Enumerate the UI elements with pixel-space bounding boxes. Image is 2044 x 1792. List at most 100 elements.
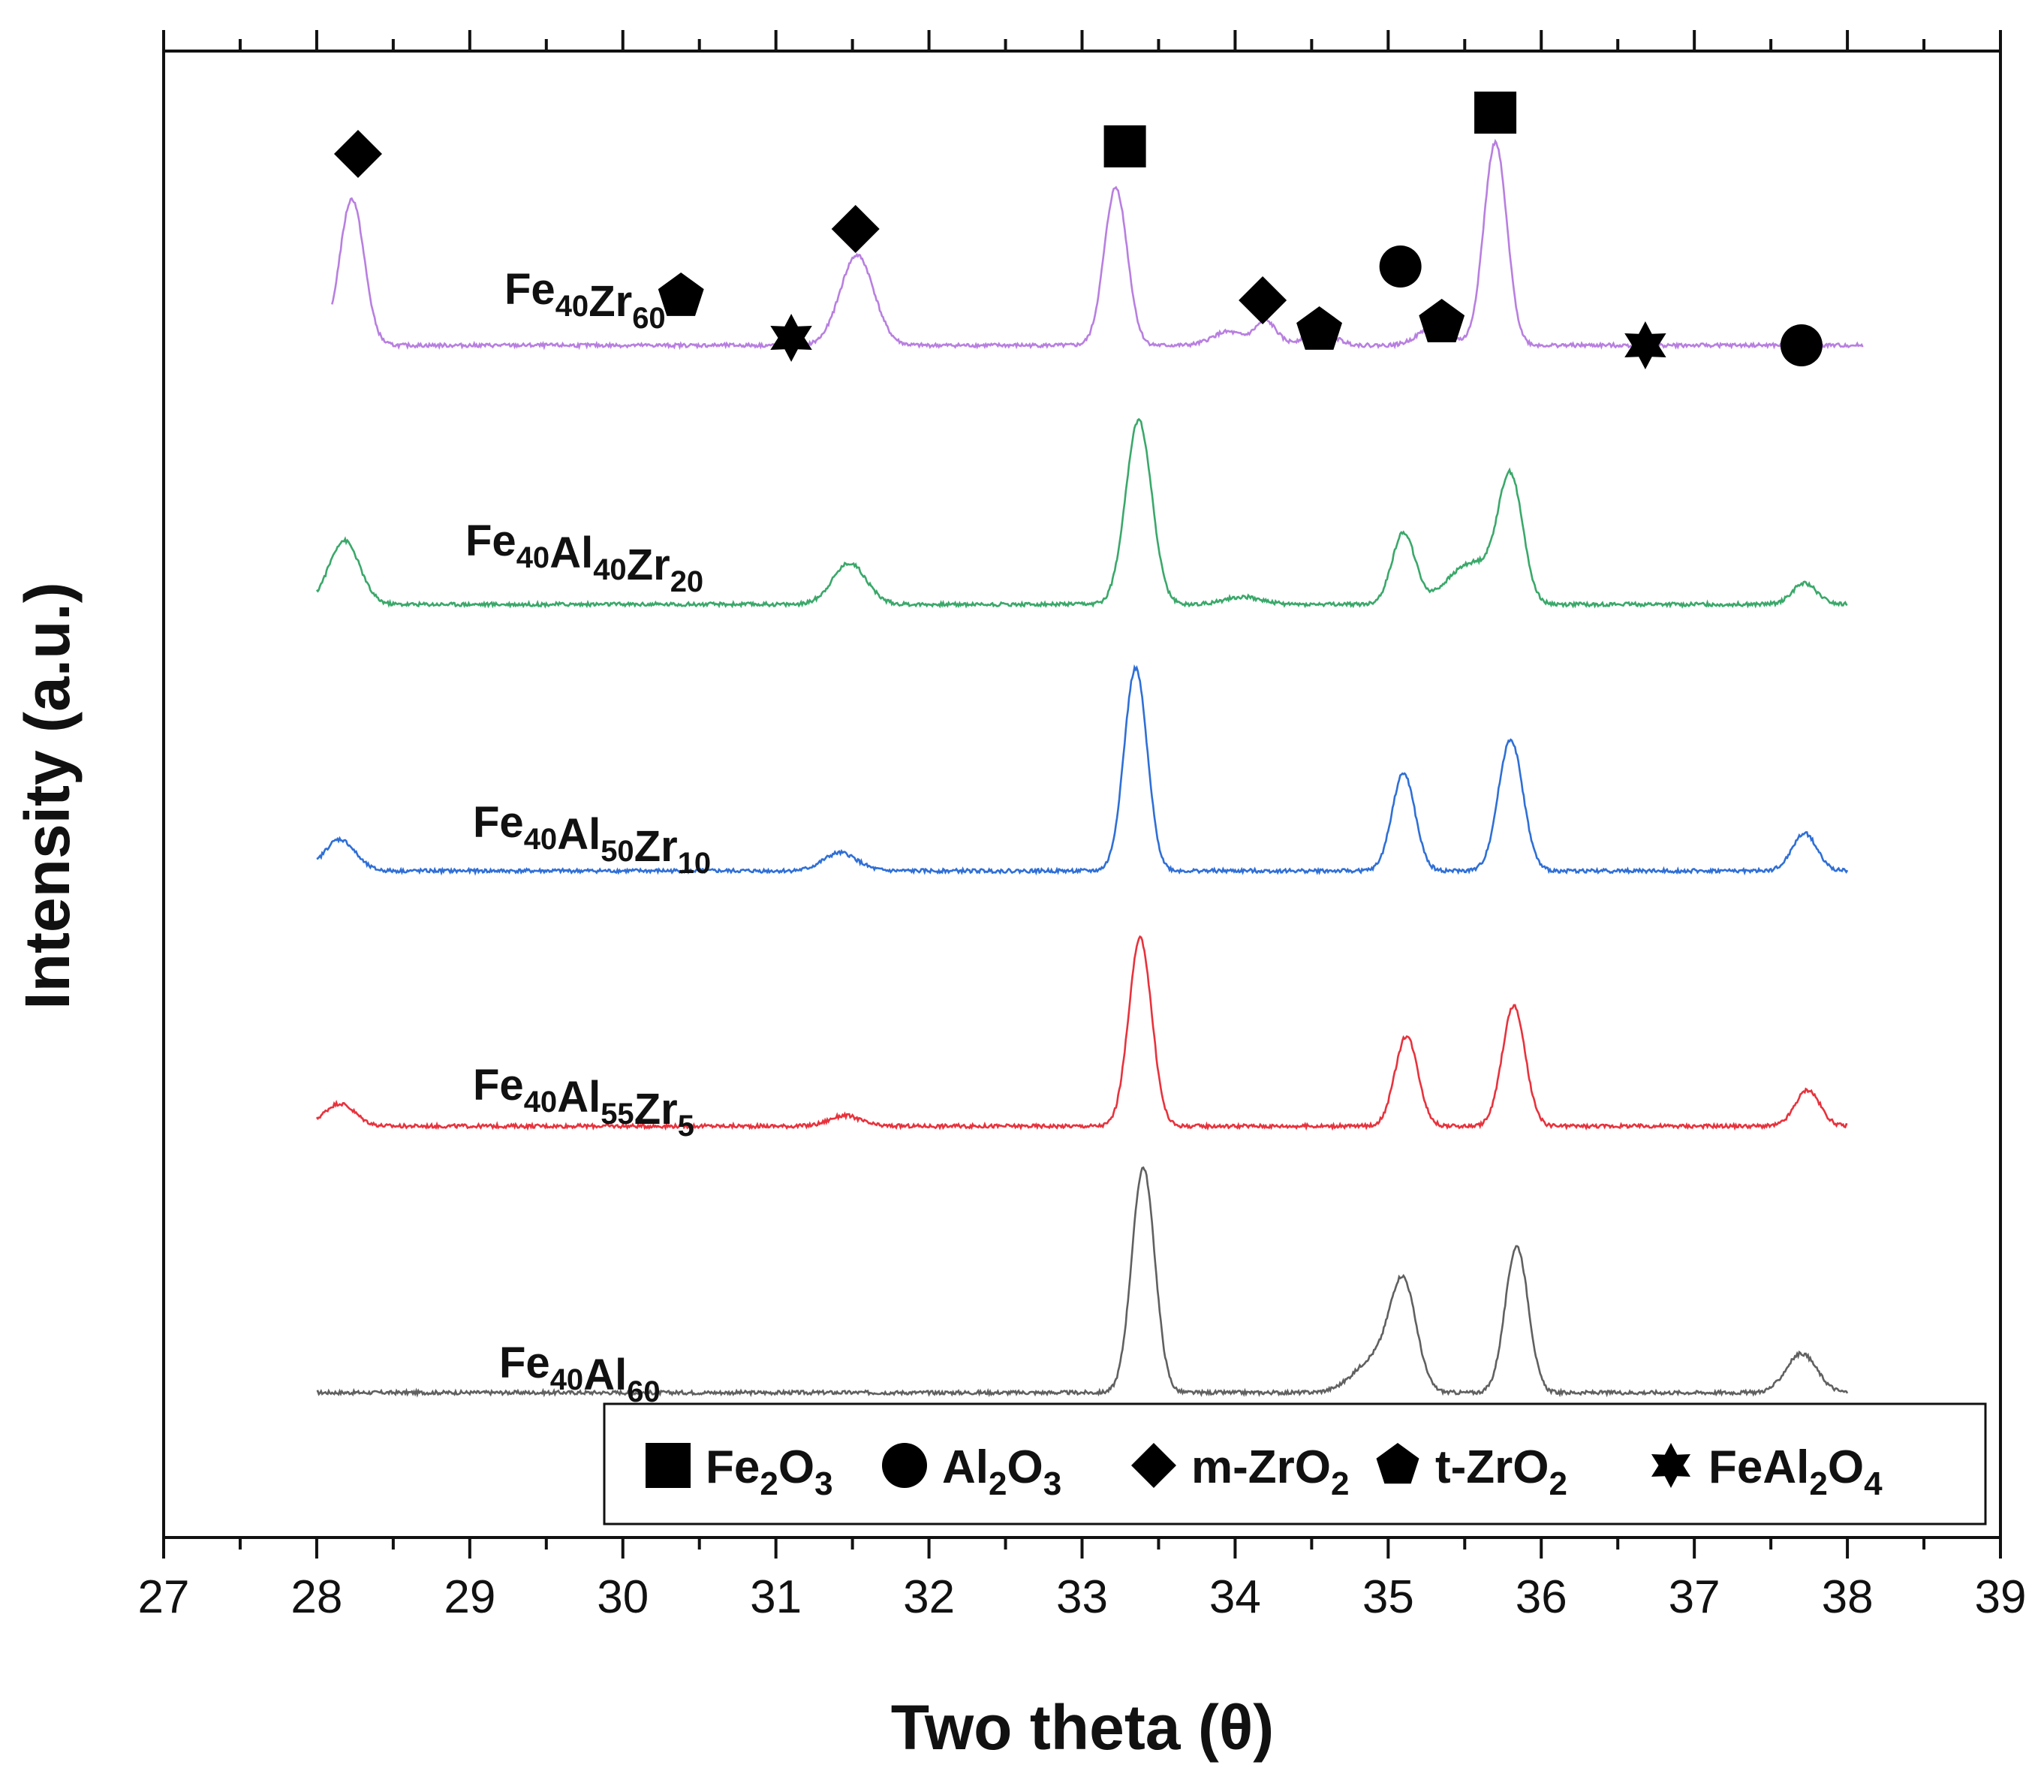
pentagon-marker	[658, 273, 704, 316]
star-marker	[1624, 321, 1666, 369]
sample-label: Fe40Al50Zr10	[473, 798, 711, 880]
label-part: Fe	[504, 265, 555, 314]
legend-part: Al	[942, 1441, 989, 1493]
series-line-Fe40Zr60	[331, 138, 1864, 351]
label-part: Fe	[473, 798, 524, 847]
sample-label: Fe40Al40Zr20	[465, 517, 703, 598]
label-subscript: 40	[555, 290, 589, 323]
series-line-Fe40Al60	[316, 1166, 1849, 1398]
x-tick-label: 39	[1975, 1571, 2027, 1623]
series-line-Fe40Al55Zr5	[315, 935, 1848, 1131]
label-subscript: 40	[593, 553, 627, 586]
legend-subscript: 4	[1864, 1465, 1883, 1502]
circle-marker	[1780, 324, 1823, 366]
square-marker	[1474, 92, 1517, 134]
x-axis-top-ticks	[162, 30, 2002, 51]
x-tick-label: 37	[1669, 1571, 1720, 1623]
label-subscript: 5	[678, 1110, 694, 1143]
series-line-Fe40Al50Zr10	[316, 664, 1849, 876]
x-tick-label: 30	[597, 1571, 649, 1623]
pentagon-marker	[1419, 299, 1465, 342]
legend-entry: t-ZrO2	[1376, 1441, 1567, 1502]
series-line-Fe40Al40Zr20	[315, 417, 1848, 609]
legend-subscript: 3	[814, 1465, 832, 1502]
legend-subscript: 2	[1331, 1465, 1349, 1502]
x-axis-ticks	[162, 1538, 2002, 1559]
label-part: Fe	[473, 1061, 524, 1110]
y-axis-label: Intensity (a.u.)	[12, 582, 83, 1009]
label-subscript: 40	[516, 541, 550, 574]
legend-entry: m-ZrO2	[1131, 1441, 1349, 1502]
legend-box	[603, 1402, 1987, 1525]
square-marker	[1103, 125, 1146, 167]
star-marker	[770, 314, 812, 362]
diamond-marker	[333, 130, 382, 178]
legend-subscript: 3	[1043, 1465, 1061, 1502]
diamond-marker	[1239, 276, 1287, 324]
legend-subscript: 2	[760, 1465, 778, 1502]
phase-markers	[333, 92, 1823, 369]
label-subscript: 50	[601, 835, 634, 868]
x-tick-label: 31	[750, 1571, 802, 1623]
legend-part: FeAl	[1708, 1441, 1809, 1493]
legend-subscript: 2	[1549, 1465, 1567, 1502]
sample-label: Fe40Zr60	[504, 265, 666, 335]
sample-labels: Fe40Al60Fe40Al55Zr5Fe40Al50Zr10Fe40Al40Z…	[465, 265, 711, 1408]
circle-marker	[882, 1443, 927, 1488]
legend-part: m-ZrO	[1191, 1441, 1331, 1493]
label-subscript: 40	[550, 1363, 584, 1396]
x-tick-label: 36	[1516, 1571, 1567, 1623]
legend-label: Fe2O3	[706, 1441, 833, 1502]
label-subscript: 10	[678, 847, 712, 880]
legend-part: Fe	[706, 1441, 760, 1493]
label-part: Zr	[627, 541, 670, 589]
label-part: Zr	[634, 822, 678, 871]
label-part: Zr	[634, 1085, 678, 1134]
diamond-marker	[831, 205, 880, 253]
series-layer	[315, 138, 1864, 1398]
label-subscript: 20	[670, 565, 704, 598]
x-tick-label: 38	[1822, 1571, 1874, 1623]
x-tick-label: 34	[1209, 1571, 1261, 1623]
square-marker	[646, 1443, 691, 1488]
label-subscript: 60	[632, 302, 666, 335]
star-marker	[1651, 1443, 1690, 1488]
x-axis-label: Two theta (θ)	[891, 1692, 1274, 1763]
sample-label: Fe40Al55Zr5	[473, 1061, 694, 1143]
legend-label: FeAl2O4	[1708, 1441, 1883, 1502]
label-part: Al	[549, 529, 593, 577]
legend-part: O	[778, 1441, 814, 1493]
diamond-marker	[1131, 1443, 1176, 1488]
legend-part: t-ZrO	[1435, 1441, 1549, 1493]
legend-label: t-ZrO2	[1435, 1441, 1567, 1502]
label-part: Fe	[499, 1339, 550, 1387]
label-subscript: 40	[524, 823, 558, 856]
legend-subscript: 2	[1809, 1465, 1827, 1502]
x-tick-label: 35	[1362, 1571, 1414, 1623]
pentagon-marker	[1296, 306, 1342, 350]
legend-entry: FeAl2O4	[1651, 1441, 1883, 1502]
legend: Fe2O3 Al2O3 m-ZrO2 t-ZrO2 FeAl2O4	[603, 1402, 1987, 1525]
pentagon-marker	[1376, 1443, 1419, 1484]
legend-entry: Fe2O3	[646, 1441, 833, 1502]
legend-subscript: 2	[989, 1465, 1007, 1502]
x-tick-label: 29	[444, 1571, 495, 1623]
legend-part: O	[1007, 1441, 1043, 1493]
x-tick-label: 27	[138, 1571, 190, 1623]
legend-part: O	[1828, 1441, 1864, 1493]
label-part: Al	[583, 1351, 627, 1399]
x-tick-label: 33	[1056, 1571, 1108, 1623]
legend-entry: Al2O3	[882, 1441, 1061, 1502]
plot-frame	[162, 50, 2002, 1539]
label-part: Al	[557, 1073, 601, 1122]
x-tick-label: 28	[290, 1571, 342, 1623]
label-subscript: 55	[601, 1098, 634, 1131]
label-part: Al	[557, 810, 601, 859]
x-axis-tick-labels: 27 28 29 30 31 32 33 34 35 36 37 38 39	[138, 1571, 2027, 1623]
circle-marker	[1379, 245, 1422, 288]
sample-label: Fe40Al60	[499, 1339, 661, 1408]
legend-label: m-ZrO2	[1191, 1441, 1349, 1502]
x-tick-label: 32	[903, 1571, 955, 1623]
label-part: Zr	[589, 277, 632, 326]
label-subscript: 40	[524, 1086, 558, 1119]
